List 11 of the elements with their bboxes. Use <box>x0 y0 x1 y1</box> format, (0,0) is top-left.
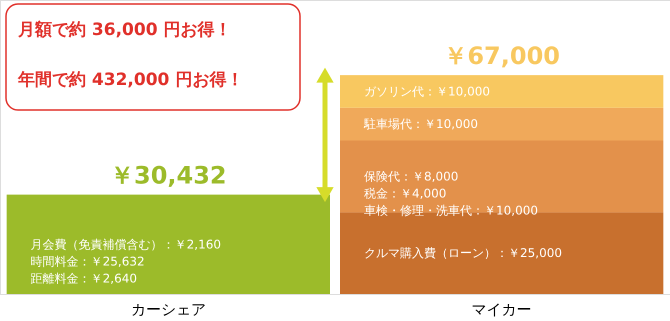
annotation: 年間で約 432,000 円お得！ <box>17 70 244 90</box>
x-tick-label: カーシェア <box>130 300 206 318</box>
annotation: 月額で約 36,000 円お得！ <box>17 20 232 40</box>
x-tick-label: マイカー <box>472 300 532 318</box>
total-label: ￥30,432 <box>110 162 227 190</box>
data-label: クルマ購入費（ローン）：￥25,000 <box>364 246 562 260</box>
data-label: ガソリン代：￥10,000 <box>364 84 490 98</box>
data-label: 保険代：￥8,000 税金：￥4,000 車検・修理・洗車代：￥10,000 <box>364 169 538 218</box>
total-label: ￥67,000 <box>443 42 560 70</box>
data-label: 駐車場代：￥10,000 <box>363 117 478 132</box>
data-label: 月会費（免責補償含む）：￥2,160 時間料金：￥25,632 距離料金：￥2,640 <box>30 237 222 286</box>
